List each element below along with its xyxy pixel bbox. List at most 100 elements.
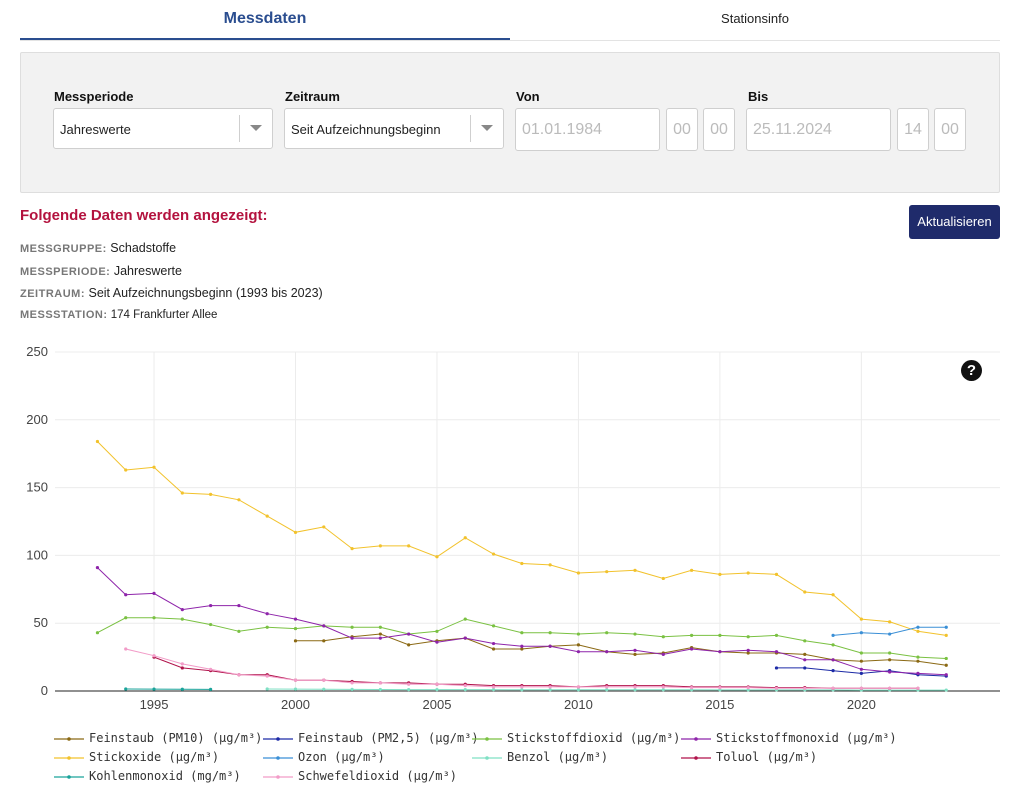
info-value: Jahreswerte <box>113 264 182 278</box>
data-point <box>322 678 326 682</box>
tab-stationsinfo[interactable]: Stationsinfo <box>721 11 789 26</box>
data-point <box>859 659 863 663</box>
data-point <box>831 633 835 638</box>
data-point <box>661 652 665 656</box>
data-point <box>916 671 920 675</box>
data-point <box>718 686 722 690</box>
legend-label: Stickstoffmonoxid (µg/m³) <box>716 731 897 745</box>
y-tick-label: 0 <box>41 683 48 698</box>
data-point <box>774 650 779 654</box>
legend-swatch <box>54 737 84 741</box>
x-tick-label: 2005 <box>423 697 452 712</box>
tab-bar: Messdaten Stationsinfo <box>20 0 1000 41</box>
info-key: ZEITRAUM: <box>20 288 85 300</box>
data-point <box>576 688 581 692</box>
legend-label: Stickoxide (µg/m³) <box>89 750 220 764</box>
von-date-input[interactable]: 01.01.1984 <box>515 108 660 151</box>
zeitraum-select[interactable]: Seit Aufzeichnungsbeginn <box>284 108 504 149</box>
chevron-down-icon <box>481 125 493 131</box>
data-point <box>944 656 948 661</box>
data-point <box>718 572 722 576</box>
data-point <box>463 617 467 621</box>
tab-messdaten[interactable]: Messdaten <box>20 0 510 40</box>
data-point <box>463 688 467 692</box>
x-tick-label: 2020 <box>847 697 876 712</box>
data-point <box>293 627 298 631</box>
x-tick-label: 2015 <box>705 697 734 712</box>
data-point <box>633 685 637 689</box>
info-value: Seit Aufzeichnungsbeginn (1993 bis 2023) <box>88 286 323 300</box>
data-point <box>548 631 552 635</box>
data-point <box>350 547 354 551</box>
data-point <box>124 593 128 597</box>
von-hour-input[interactable]: 00 <box>666 108 698 151</box>
data-point <box>152 687 156 691</box>
legend-swatch <box>263 756 293 760</box>
data-point <box>463 683 467 688</box>
data-point <box>944 633 948 638</box>
data-point <box>548 685 552 689</box>
data-point <box>124 616 128 620</box>
data-point <box>350 636 354 640</box>
data-point <box>944 625 948 629</box>
data-point <box>265 625 269 629</box>
update-button[interactable]: Aktualisieren <box>909 205 1000 239</box>
data-point <box>831 593 835 597</box>
data-point <box>605 570 609 574</box>
series-line <box>153 656 918 689</box>
data-point <box>491 685 496 689</box>
data-point <box>463 536 467 540</box>
von-date-value: 01.01.1984 <box>522 121 603 138</box>
bis-hour-input[interactable]: 14 <box>897 108 929 151</box>
data-point <box>152 654 156 658</box>
data-point <box>265 674 269 678</box>
legend-swatch <box>263 737 293 741</box>
data-point <box>859 651 863 655</box>
data-point <box>888 670 892 674</box>
data-point <box>916 659 920 663</box>
data-point <box>718 650 722 654</box>
data-point <box>209 687 213 691</box>
data-point <box>859 671 863 675</box>
bis-date-input[interactable]: 25.11.2024 <box>746 108 891 151</box>
legend-label: Benzol (µg/m³) <box>507 750 609 764</box>
data-point <box>774 633 779 638</box>
data-point <box>718 633 722 638</box>
data-point <box>520 685 524 689</box>
data-point <box>520 561 524 566</box>
data-point <box>209 492 213 496</box>
select-divider <box>470 115 471 142</box>
data-point <box>265 514 269 518</box>
info-key: MESSGRUPPE: <box>20 243 107 255</box>
data-point <box>661 576 665 581</box>
messperiode-label: Messperiode <box>54 89 134 104</box>
data-point <box>265 687 269 691</box>
legend-label: Stickstoffdioxid (µg/m³) <box>507 731 681 745</box>
legend-label: Toluol (µg/m³) <box>716 750 818 764</box>
bis-minute-input[interactable]: 00 <box>934 108 966 151</box>
data-point <box>633 648 637 652</box>
von-label: Von <box>516 89 540 104</box>
data-point <box>237 498 241 502</box>
data-point <box>916 655 920 659</box>
data-point <box>209 667 213 671</box>
data-point <box>407 688 411 692</box>
data-point <box>916 686 920 690</box>
legend-label: Feinstaub (PM2,5) (µg/m³) <box>298 731 479 745</box>
data-point <box>803 658 807 662</box>
data-point <box>350 681 354 685</box>
von-minute-input[interactable]: 00 <box>703 108 735 151</box>
x-tick-label: 2010 <box>564 697 593 712</box>
data-point <box>180 608 184 612</box>
info-key: MESSSTATION: <box>20 309 108 321</box>
data-point <box>803 639 807 643</box>
data-point <box>95 566 100 570</box>
data-point <box>237 603 241 608</box>
info-messgruppe: MESSGRUPPE: Schadstoffe <box>20 241 176 255</box>
question-icon[interactable]: ? <box>961 360 982 381</box>
data-point <box>378 625 382 629</box>
data-point <box>407 643 411 647</box>
data-point <box>378 687 382 692</box>
data-point <box>95 439 100 444</box>
messperiode-select[interactable]: Jahreswerte <box>53 108 273 149</box>
